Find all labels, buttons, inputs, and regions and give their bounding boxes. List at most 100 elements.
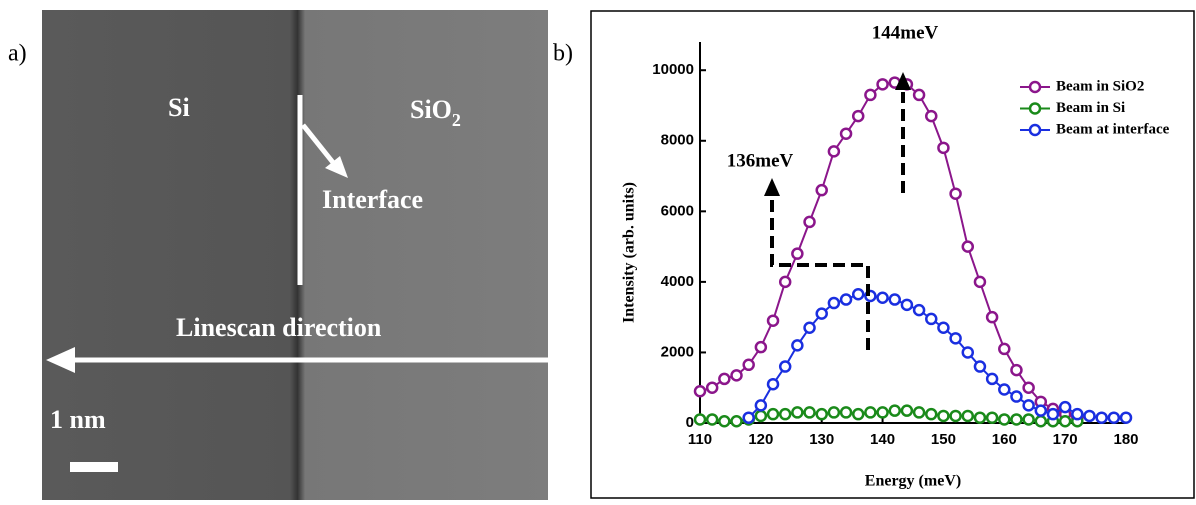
figure: a) Si SiO2 Interface Linescan direction … bbox=[0, 0, 1196, 500]
data-point bbox=[878, 407, 888, 417]
legend-marker bbox=[1030, 104, 1040, 114]
data-point bbox=[817, 309, 827, 319]
x-tick-label: 150 bbox=[931, 431, 956, 448]
data-point bbox=[926, 314, 936, 324]
data-point bbox=[817, 185, 827, 195]
data-point bbox=[853, 111, 863, 121]
data-point bbox=[780, 277, 790, 287]
data-point bbox=[829, 298, 839, 308]
data-point bbox=[890, 406, 900, 416]
x-tick-label: 170 bbox=[1053, 431, 1078, 448]
data-point bbox=[951, 189, 961, 199]
data-point bbox=[768, 316, 778, 326]
data-point bbox=[1024, 400, 1034, 410]
data-point bbox=[1024, 383, 1034, 393]
data-point bbox=[963, 242, 973, 252]
data-point bbox=[780, 362, 790, 372]
data-point bbox=[999, 414, 1009, 424]
scale-label: 1 nm bbox=[50, 405, 106, 434]
interface-label: Interface bbox=[322, 185, 423, 214]
x-tick-label: 180 bbox=[1113, 431, 1138, 448]
data-point bbox=[926, 111, 936, 121]
data-point bbox=[792, 407, 802, 417]
x-tick-label: 130 bbox=[809, 431, 834, 448]
data-point bbox=[1024, 414, 1034, 424]
legend-label: Beam in SiO2 bbox=[1056, 78, 1144, 94]
data-point bbox=[975, 362, 985, 372]
x-tick-label: 140 bbox=[870, 431, 895, 448]
data-point bbox=[768, 409, 778, 419]
data-point bbox=[805, 323, 815, 333]
data-point bbox=[841, 295, 851, 305]
data-point bbox=[695, 414, 705, 424]
data-point bbox=[744, 360, 754, 370]
data-point bbox=[1121, 413, 1131, 423]
data-point bbox=[719, 374, 729, 384]
panel-label: a) bbox=[8, 41, 27, 67]
x-tick-label: 120 bbox=[748, 431, 773, 448]
x-tick-label: 110 bbox=[688, 431, 712, 448]
data-point bbox=[938, 411, 948, 421]
data-point bbox=[768, 379, 778, 389]
data-point bbox=[999, 384, 1009, 394]
y-tick-label: 0 bbox=[686, 414, 694, 431]
data-point bbox=[938, 143, 948, 153]
legend-label: Beam at interface bbox=[1056, 121, 1170, 137]
y-axis-label: Intensity (arb. units) bbox=[621, 182, 638, 323]
data-point bbox=[853, 289, 863, 299]
panel-label: b) bbox=[553, 41, 573, 67]
data-point bbox=[938, 323, 948, 333]
data-point bbox=[987, 312, 997, 322]
annotation-arrow bbox=[772, 195, 868, 350]
data-point bbox=[853, 409, 863, 419]
linescan-label: Linescan direction bbox=[176, 313, 382, 342]
scale-bar bbox=[70, 462, 118, 472]
data-point bbox=[841, 407, 851, 417]
data-point bbox=[756, 411, 766, 421]
data-point bbox=[732, 370, 742, 380]
data-point bbox=[1036, 416, 1046, 426]
data-point bbox=[914, 407, 924, 417]
data-point bbox=[1048, 409, 1058, 419]
annotation: 144meV bbox=[872, 22, 939, 43]
data-point bbox=[1011, 392, 1021, 402]
subscript: 2 bbox=[452, 110, 461, 130]
data-point bbox=[1060, 416, 1070, 426]
data-point bbox=[1060, 402, 1070, 412]
y-tick-label: 10000 bbox=[652, 61, 694, 78]
data-point bbox=[695, 386, 705, 396]
legend-marker bbox=[1030, 125, 1040, 135]
data-point bbox=[951, 333, 961, 343]
tem-image: Si SiO2 Interface Linescan direction 1 n… bbox=[42, 10, 548, 500]
y-tick-label: 8000 bbox=[661, 132, 694, 149]
data-point bbox=[792, 249, 802, 259]
data-point bbox=[999, 344, 1009, 354]
data-point bbox=[719, 416, 729, 426]
data-point bbox=[902, 300, 912, 310]
data-point bbox=[878, 293, 888, 303]
data-point bbox=[975, 277, 985, 287]
y-tick-label: 2000 bbox=[661, 343, 694, 360]
annotation: 136meV bbox=[727, 150, 794, 171]
x-tick-label: 160 bbox=[992, 431, 1017, 448]
y-tick-label: 6000 bbox=[661, 202, 694, 219]
data-point bbox=[975, 413, 985, 423]
data-point bbox=[707, 414, 717, 424]
data-point bbox=[756, 342, 766, 352]
series-line bbox=[749, 294, 1126, 417]
data-point bbox=[792, 340, 802, 350]
arrow-head bbox=[764, 178, 780, 196]
data-point bbox=[914, 305, 924, 315]
data-point bbox=[1011, 414, 1021, 424]
data-point bbox=[841, 129, 851, 139]
data-point bbox=[963, 347, 973, 357]
data-point bbox=[1011, 365, 1021, 375]
data-point bbox=[987, 374, 997, 384]
data-point bbox=[890, 295, 900, 305]
data-point bbox=[878, 79, 888, 89]
legend-marker bbox=[1030, 82, 1040, 92]
region-label: Si bbox=[168, 93, 190, 122]
data-point bbox=[865, 90, 875, 100]
data-point bbox=[987, 413, 997, 423]
